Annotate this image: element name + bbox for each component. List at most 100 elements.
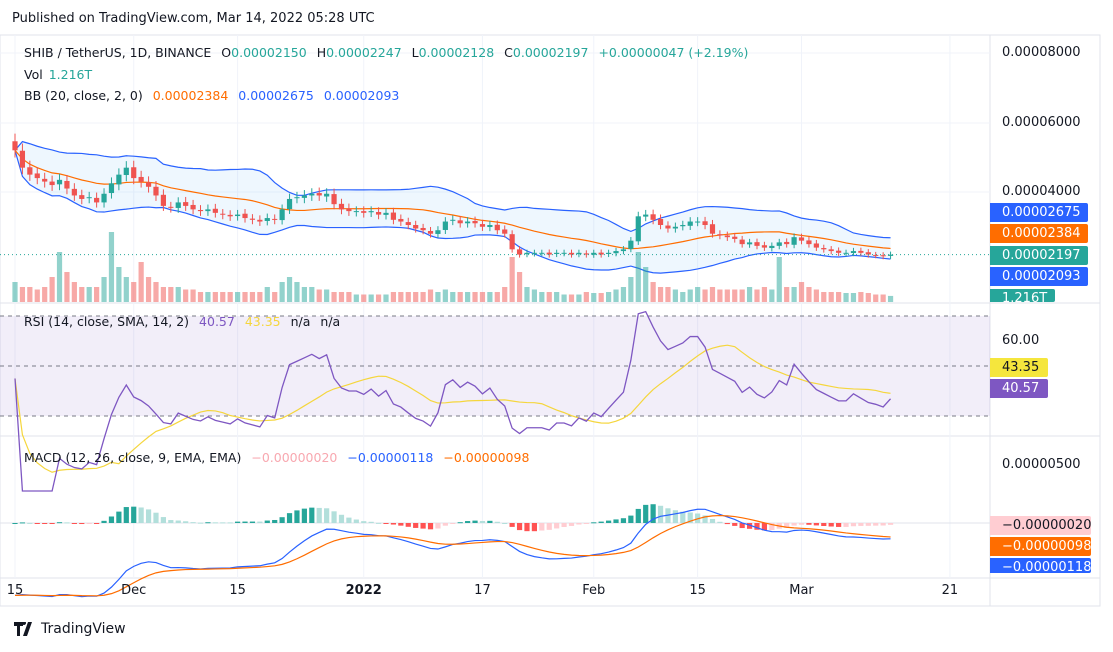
macd-histogram-bar [160, 517, 166, 523]
macd-histogram-bar [420, 523, 426, 529]
rsi-ma-value: 43.35 [244, 314, 281, 329]
macd-histogram-bar [880, 523, 886, 526]
candle-body [546, 252, 552, 255]
candle-body [606, 252, 612, 254]
macd-histogram-bar [628, 515, 634, 523]
candle-body [324, 193, 330, 197]
macd-value: −0.00000118 [347, 450, 434, 465]
volume-bar [138, 262, 144, 302]
macd-histogram-bar [850, 523, 857, 527]
macd-histogram-bar [301, 508, 307, 523]
macd-histogram-bar [427, 523, 434, 530]
volume-bar [754, 289, 760, 302]
macd-histogram-bar [620, 518, 627, 523]
time-tick: 21 [941, 583, 959, 598]
candle-body [264, 218, 270, 221]
candle-body [687, 221, 693, 226]
volume-bar [539, 292, 545, 302]
macd-histogram-bar [613, 519, 619, 523]
bb-upper-badge: 0.00002675 [990, 203, 1088, 222]
candle-body [86, 197, 92, 199]
candle-body [442, 221, 448, 230]
volume-bar [220, 292, 226, 302]
macd-histogram-bar [390, 523, 397, 525]
rsi-label[interactable]: RSI (14, close, SMA, 14, 2) [24, 314, 190, 329]
macd-histogram-bar [101, 520, 107, 523]
time-tick: Feb [582, 583, 606, 598]
candle-body [272, 218, 278, 220]
open-label: O [221, 45, 232, 60]
macd-histogram-bar [175, 520, 181, 523]
macd-histogram-bar [798, 523, 805, 525]
candle-body [613, 251, 619, 254]
volume-bar [873, 294, 879, 302]
candle-body [301, 195, 307, 198]
candle-body [457, 220, 463, 224]
macd-histogram-bar [539, 523, 545, 531]
macd-histogram-bar [717, 521, 723, 523]
macd-histogram-bar [168, 520, 174, 523]
candle-body [502, 229, 508, 234]
candle-body [286, 198, 293, 210]
volume-bar [49, 277, 55, 302]
volume-bar [183, 289, 189, 302]
macd-label[interactable]: MACD (12, 26, close, 9, EMA, EMA) [24, 450, 242, 465]
bb-lower-value: 0.00002093 [323, 88, 400, 103]
candle-body [450, 219, 456, 221]
macd-histogram-bar [531, 523, 537, 532]
candle-body [836, 250, 842, 253]
volume-bar [368, 294, 374, 302]
volume-bar [205, 292, 211, 302]
volume-bar [56, 252, 63, 302]
candle-body [338, 203, 345, 210]
time-tick: 2022 [345, 583, 382, 598]
macd-histogram-bar [509, 523, 515, 527]
macd-histogram-bar [405, 523, 411, 527]
candle-body [754, 242, 760, 246]
volume-bar [286, 277, 293, 302]
volume-bar [94, 287, 100, 302]
close-label: C [504, 45, 513, 60]
time-tick: Mar [789, 583, 814, 598]
macd-histogram-bar [739, 523, 745, 529]
candle-body [94, 197, 100, 203]
candle-body [709, 224, 716, 234]
volume-label[interactable]: Vol [24, 67, 43, 82]
macd-histogram-bar [568, 523, 575, 526]
macd-histogram-bar [279, 517, 285, 523]
macd-histogram-bar [709, 518, 716, 523]
volume-bar [19, 287, 26, 302]
volume-bar [672, 289, 678, 302]
low-label: L [411, 45, 419, 60]
candle-body [405, 222, 411, 226]
volume-bar [598, 293, 604, 302]
bb-label[interactable]: BB (20, close, 2, 0) [24, 88, 143, 103]
macd-histogram-bar [153, 512, 159, 523]
volume-bar [739, 289, 745, 302]
volume-bar [509, 257, 515, 302]
rsi-ma-line [14, 344, 891, 473]
volume-bar [806, 287, 812, 302]
macd-histogram-bar [487, 520, 493, 523]
volume-bar [42, 287, 48, 302]
candle-body [56, 179, 63, 185]
macd-histogram-bar [843, 523, 849, 527]
tradingview-logo[interactable]: TradingView [14, 621, 126, 637]
candle-body [561, 252, 567, 254]
macd-histogram-bar [368, 521, 374, 523]
candle-body [235, 214, 241, 217]
bb-basis-line [14, 149, 891, 250]
candle-body [724, 235, 730, 238]
macd-histogram-bar [34, 523, 40, 524]
candle-body [554, 252, 560, 254]
macd-histogram-bar [220, 522, 226, 524]
rsi-badge: 40.57 [990, 379, 1048, 398]
symbol-label[interactable]: SHIB / TetherUS, 1D, BINANCE [24, 45, 212, 60]
candle-body [717, 234, 723, 236]
candle-body [479, 224, 486, 227]
candle-body [242, 213, 248, 219]
volume-bar [27, 287, 33, 302]
high-label: H [316, 45, 327, 60]
volume-bar [554, 292, 560, 302]
